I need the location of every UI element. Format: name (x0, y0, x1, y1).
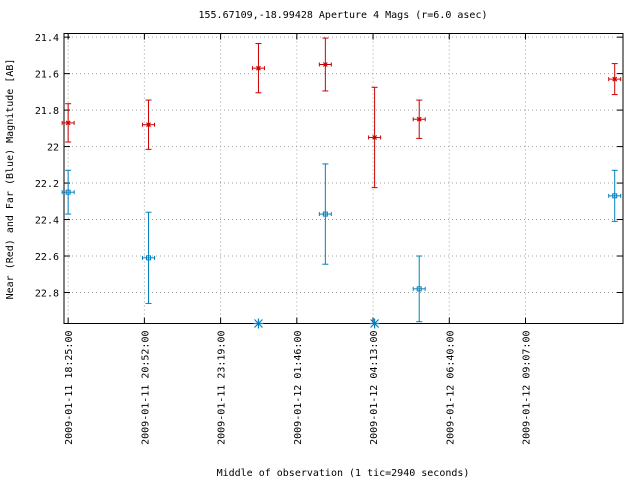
y-tick-label: 22.8 (35, 288, 59, 299)
y-tick-label: 22.2 (35, 179, 59, 190)
y-axis-label: Near (Red) and Far (Blue) Magnitude [AB] (5, 59, 16, 300)
data-point (412, 99, 426, 139)
y-tick-label: 21.6 (35, 70, 59, 81)
x-tick-label: 2009-01-12 06:40:00 (445, 331, 456, 445)
plot-frame (63, 33, 624, 324)
point-marker (612, 76, 618, 82)
data-point (251, 43, 265, 94)
point-marker (612, 193, 618, 199)
x-tick-label: 2009-01-12 09:07:00 (522, 331, 533, 445)
x-tick-label: 2009-01-11 18:25:00 (64, 331, 75, 445)
series-0 (61, 37, 622, 189)
data-series (61, 37, 622, 329)
y-tick-label: 22.6 (35, 252, 59, 263)
y-tick-label: 22 (47, 143, 59, 154)
x-tick-label: 2009-01-12 04:13:00 (369, 331, 380, 445)
limit-marker (253, 318, 264, 329)
y-tick-label: 21.8 (35, 106, 59, 117)
data-point (142, 99, 156, 150)
series-1 (61, 163, 622, 323)
y-axis: 21.4 21.6 21.8 22 22.2 22.4 22.6 22.8 (35, 33, 623, 299)
point-marker (146, 122, 151, 128)
y-tick-label: 22.4 (35, 216, 59, 227)
point-marker (416, 286, 422, 292)
point-marker (65, 189, 71, 195)
x-tick-label: 2009-01-12 01:46:00 (293, 331, 304, 445)
chart-title: 155.67109,-18.99428 Aperture 4 Mags (r=6… (199, 10, 488, 21)
point-marker (256, 65, 261, 71)
limit-marker (369, 318, 380, 329)
data-point (608, 63, 622, 96)
data-point (318, 37, 332, 92)
x-tick-label: 2009-01-11 23:19:00 (217, 331, 228, 445)
data-point (608, 169, 622, 222)
x-axis-label: Middle of observation (1 tic=2940 second… (217, 468, 470, 479)
point-marker (416, 116, 422, 122)
x-tick-label: 2009-01-11 20:52:00 (140, 331, 151, 445)
x-axis: 2009-01-11 18:25:00 2009-01-11 20:52:00 20… (64, 33, 533, 445)
point-marker (65, 120, 71, 126)
point-marker (372, 135, 378, 140)
data-point (61, 103, 75, 143)
point-marker (146, 255, 152, 261)
point-marker (322, 62, 328, 67)
data-point (61, 169, 75, 215)
data-point (412, 255, 426, 323)
data-point (142, 211, 156, 304)
point-marker (322, 211, 328, 217)
y-tick-label: 21.4 (35, 33, 59, 44)
grid-lines (64, 33, 623, 324)
data-point (368, 86, 382, 189)
data-point (318, 163, 332, 265)
